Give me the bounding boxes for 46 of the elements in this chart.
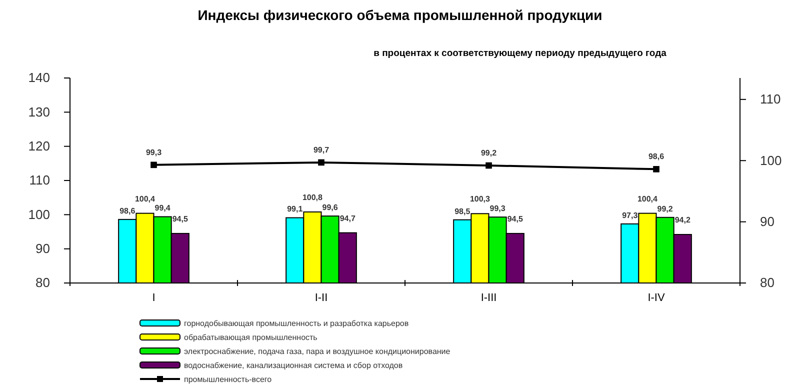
data-label: 99,2 [657,204,674,214]
point [653,166,660,172]
data-label: 94,7 [340,214,356,223]
x-tick-label: I-III [480,292,497,304]
legend-label: промышленность-всего [184,375,272,384]
y-tick-label: 130 [28,104,50,120]
y-tick-label: 90 [36,240,50,256]
y2-tick-label: 110 [760,92,781,107]
legend-label: водоснабжение, канализационная система и сбор отходов [184,361,403,370]
point [486,162,492,169]
data-label: 99,2 [480,148,498,158]
chart-subtitle: в процентах к соответствующему периоду предыдущего года [374,48,668,59]
y-tick-label: 120 [28,138,50,154]
data-label: 94,2 [674,215,691,224]
y-tick-label: 110 [29,172,50,188]
data-label: 99,3 [490,204,506,214]
x-tick-label: I-IV [648,292,666,304]
data-label: 100,3 [470,194,491,204]
data-label: 98,6 [648,152,665,162]
data-label: 99,7 [313,145,330,154]
chart-title: Индексы физического объема промышленной продукции [198,7,602,23]
data-label: 100,4 [637,194,658,204]
legend-label: электроснабжение, подача газа, пара и воздушное кондиционирование [184,347,451,356]
data-label: 99,1 [287,204,304,214]
data-label: 100,8 [302,192,324,202]
data-label: 98,6 [120,206,136,216]
data-label: 97,3 [622,210,638,220]
legend-label: горнодобывающая промышленность и разработка карьеров [184,319,409,328]
data-label: 99,3 [146,148,162,157]
y-tick-label: 100 [28,206,50,222]
x-tick-label: I-II [314,292,328,304]
y-tick-label: 80 [36,275,50,290]
data-label: 99,6 [322,203,338,212]
point [150,162,157,168]
data-label: 94,5 [172,214,188,224]
data-label: 98,5 [454,206,471,216]
legend-label: обрабатывающая промышленность [184,333,318,342]
y2-tick-label: 80 [760,275,774,290]
data-label: 99,4 [154,204,171,213]
point [318,159,324,166]
y-tick-label: 140 [28,70,50,86]
data-label: 94,5 [507,214,524,224]
y2-tick-label: 100 [760,152,782,168]
x-tick-label: I [152,292,156,304]
data-label: 100,4 [134,194,156,204]
y2-tick-label: 90 [760,214,774,229]
